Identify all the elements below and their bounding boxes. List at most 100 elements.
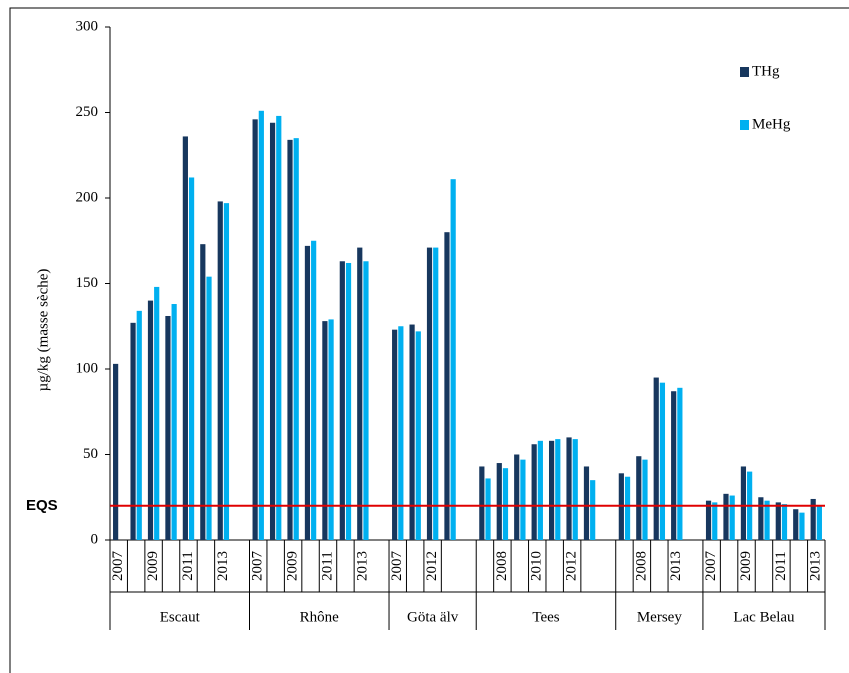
legend-swatch	[740, 67, 749, 77]
y-tick-label: 0	[91, 531, 99, 547]
frame	[9, 7, 849, 673]
x-tick-label: 2009	[285, 551, 301, 581]
bar	[113, 363, 119, 540]
bar	[636, 456, 642, 540]
bar	[793, 509, 799, 540]
group-label: Rhône	[300, 609, 340, 625]
bar	[130, 322, 136, 540]
bar	[188, 177, 195, 541]
bar	[217, 201, 223, 541]
bar	[810, 498, 816, 540]
bar	[345, 262, 352, 540]
bar	[712, 502, 718, 540]
bar	[479, 466, 485, 540]
bar	[520, 459, 526, 540]
y-axis-label: µg/kg (masse sèche)	[35, 269, 51, 392]
bar	[740, 466, 747, 540]
bar	[426, 247, 433, 540]
bar	[450, 179, 456, 540]
bar	[444, 232, 450, 540]
y-tick-label: 250	[76, 104, 99, 120]
bar	[758, 497, 764, 540]
bar	[171, 304, 177, 540]
bar	[502, 468, 509, 540]
legend-label: THg	[752, 63, 780, 79]
x-tick-label: 2007	[110, 551, 126, 582]
bar	[485, 478, 491, 540]
bar	[677, 387, 683, 540]
bar	[276, 115, 282, 541]
bar	[572, 439, 578, 540]
bar	[816, 505, 822, 540]
x-tick-label: 2009	[738, 551, 754, 581]
bar	[583, 466, 590, 540]
x-tick-label: 2008	[633, 551, 649, 581]
bar	[328, 319, 334, 540]
bar	[252, 119, 258, 540]
bar	[339, 261, 345, 540]
x-tick-label: 2008	[494, 551, 510, 581]
x-tick-label: 2012	[564, 551, 580, 581]
legend-label: MeHg	[752, 116, 791, 132]
bar	[729, 495, 735, 540]
bar	[548, 440, 555, 540]
bar	[415, 331, 421, 540]
bar	[154, 286, 160, 540]
bar	[398, 326, 404, 540]
bar	[799, 512, 805, 540]
x-tick-label: 2007	[703, 551, 719, 582]
y-tick-label: 200	[76, 189, 99, 205]
bar	[496, 463, 502, 540]
group-label: Escaut	[160, 609, 201, 625]
x-tick-label: 2011	[319, 551, 335, 580]
bar	[409, 324, 415, 540]
x-tick-label: 2013	[215, 551, 231, 581]
bar	[723, 493, 729, 540]
bar	[775, 502, 781, 540]
bar	[165, 315, 171, 540]
bar	[311, 240, 317, 540]
bar	[357, 247, 363, 540]
group-label: Göta älv	[407, 609, 459, 625]
x-tick-label: 2010	[529, 551, 545, 581]
group-label: Tees	[532, 609, 559, 625]
bar	[590, 480, 596, 540]
x-tick-label: 2013	[354, 551, 370, 581]
bar	[200, 244, 206, 541]
bar	[304, 245, 311, 540]
x-tick-label: 2011	[773, 551, 789, 580]
group-label: Lac Belau	[733, 609, 795, 625]
y-tick-label: 100	[76, 360, 99, 376]
bar	[653, 377, 659, 540]
bar	[671, 391, 677, 540]
x-tick-label: 2011	[180, 551, 196, 580]
bar	[781, 504, 788, 540]
bar	[705, 500, 712, 540]
bar	[514, 454, 520, 540]
bar	[136, 310, 142, 540]
y-tick-label: 150	[76, 275, 99, 291]
legend-swatch	[740, 120, 749, 130]
y-tick-label: 300	[76, 18, 99, 34]
bar	[363, 261, 369, 540]
bar	[624, 476, 631, 540]
x-tick-label: 2007	[250, 551, 266, 582]
x-tick-label: 2007	[389, 551, 405, 582]
bar	[392, 329, 398, 540]
bar	[566, 437, 572, 540]
y-tick-label: 50	[83, 446, 98, 462]
bar	[206, 276, 212, 540]
x-tick-label: 2013	[808, 551, 824, 581]
bar	[659, 382, 666, 540]
bar	[147, 300, 154, 540]
bar	[537, 440, 543, 540]
x-tick-label: 2009	[145, 551, 161, 581]
reference-label: EQS	[26, 497, 58, 514]
bar	[287, 139, 293, 541]
bar	[269, 122, 276, 540]
bar	[322, 321, 328, 540]
x-tick-label: 2012	[424, 551, 440, 581]
bar	[555, 439, 561, 540]
bar	[433, 247, 439, 540]
